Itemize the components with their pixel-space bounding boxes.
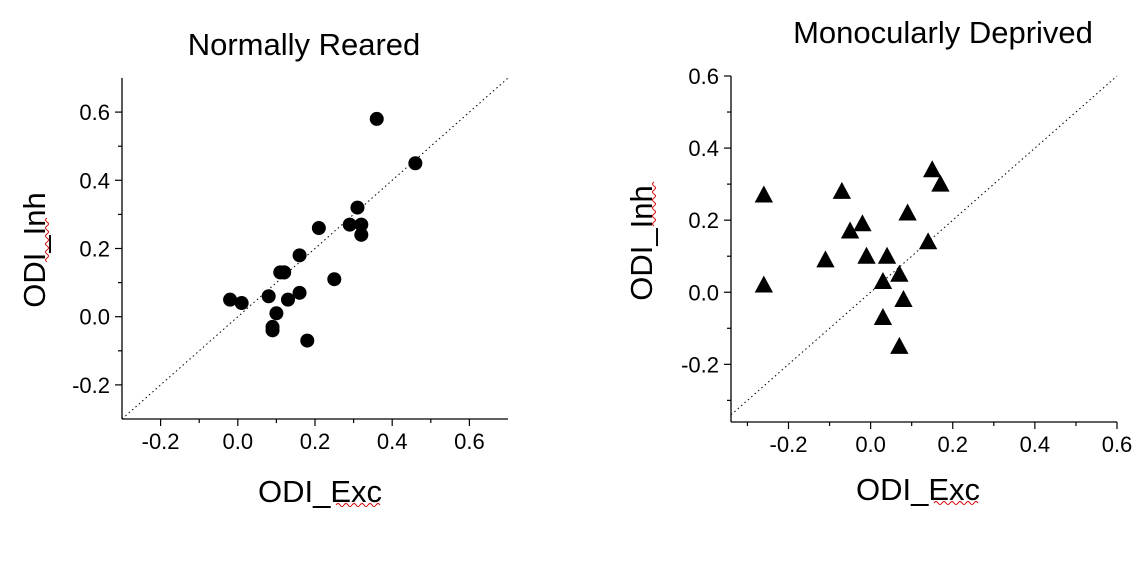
x-tick-label: 0.6 (1102, 432, 1133, 457)
x-tick-label: 0.4 (377, 429, 408, 454)
data-point (873, 308, 893, 325)
data-point (816, 250, 835, 268)
y-tick-label: 0.4 (79, 168, 110, 193)
data-point (873, 271, 893, 289)
data-point (754, 275, 774, 293)
y-tick-label: 0.0 (79, 305, 110, 330)
chart-panel-monocularly-deprived: Monocularly Deprived -0.2 0.0 0.2 0.4 0.6 -0… (624, 15, 1132, 507)
x-tick-label: 0.6 (454, 429, 485, 454)
y-tick-label: 0.2 (688, 208, 719, 233)
data-point (931, 174, 950, 192)
data-point (354, 217, 369, 232)
data-point (277, 265, 292, 280)
data-point (300, 333, 315, 348)
data-point (754, 185, 774, 203)
y-tick-label: 0.2 (79, 237, 110, 262)
x-tick-label: -0.2 (770, 432, 808, 457)
y-axis-ticks: -0.2 0.0 0.2 0.4 0.6 (681, 64, 731, 401)
y-axis-label: ODI_Inh (624, 185, 659, 300)
x-tick-label: 0.2 (937, 432, 968, 457)
x-axis-ticks: -0.2 0.0 0.2 0.4 0.6 (746, 422, 1133, 457)
x-tick-label: 0.4 (1020, 432, 1051, 457)
data-point (857, 246, 876, 264)
x-tick-label: 0.2 (300, 429, 331, 454)
data-point (350, 200, 365, 215)
data-point (223, 292, 238, 307)
data-point (832, 181, 852, 199)
data-point (918, 232, 938, 250)
spellcheck-underline (652, 181, 656, 227)
data-point (408, 156, 423, 171)
x-tick-label: 0.0 (855, 432, 886, 457)
data-point (327, 272, 342, 287)
y-axis-ticks: -0.2 0.0 0.2 0.4 0.6 (72, 100, 122, 398)
y-tick-label: 0.6 (79, 100, 110, 125)
data-point (853, 214, 872, 232)
x-tick-label: -0.2 (142, 429, 180, 454)
data-point (877, 246, 897, 264)
data-point (311, 221, 326, 236)
chart-title: Monocularly Deprived (793, 15, 1093, 50)
data-point (894, 289, 913, 307)
data-point (265, 323, 280, 338)
chart-panel-normally-reared: Normally Reared -0.2 0.0 0.2 0.4 0.6 -0.2 0.0… (17, 27, 509, 509)
spellcheck-underline (933, 501, 979, 505)
data-point (292, 248, 307, 263)
data-point (342, 217, 357, 232)
spellcheck-underline (335, 503, 381, 507)
identity-line (121, 77, 509, 420)
data-point (292, 285, 307, 300)
data-point (354, 227, 369, 242)
data-point (890, 336, 909, 354)
y-tick-label: 0.4 (688, 136, 719, 161)
data-point (280, 292, 295, 307)
data-point (898, 203, 917, 221)
data-point (923, 160, 942, 178)
data-point (269, 306, 284, 321)
spellcheck-underline (45, 217, 49, 263)
x-axis-ticks: -0.2 0.0 0.2 0.4 0.6 (142, 419, 485, 454)
y-tick-label: -0.2 (72, 373, 110, 398)
data-point (234, 296, 249, 311)
y-tick-label: -0.2 (681, 352, 719, 377)
y-tick-label: 0.6 (688, 64, 719, 89)
data-point (261, 289, 276, 304)
data-points (223, 111, 423, 348)
data-point (369, 111, 384, 126)
data-point (890, 264, 909, 282)
chart-title: Normally Reared (188, 27, 421, 62)
y-tick-label: 0.0 (688, 280, 719, 305)
data-points (754, 160, 950, 354)
x-tick-label: 0.0 (223, 429, 254, 454)
